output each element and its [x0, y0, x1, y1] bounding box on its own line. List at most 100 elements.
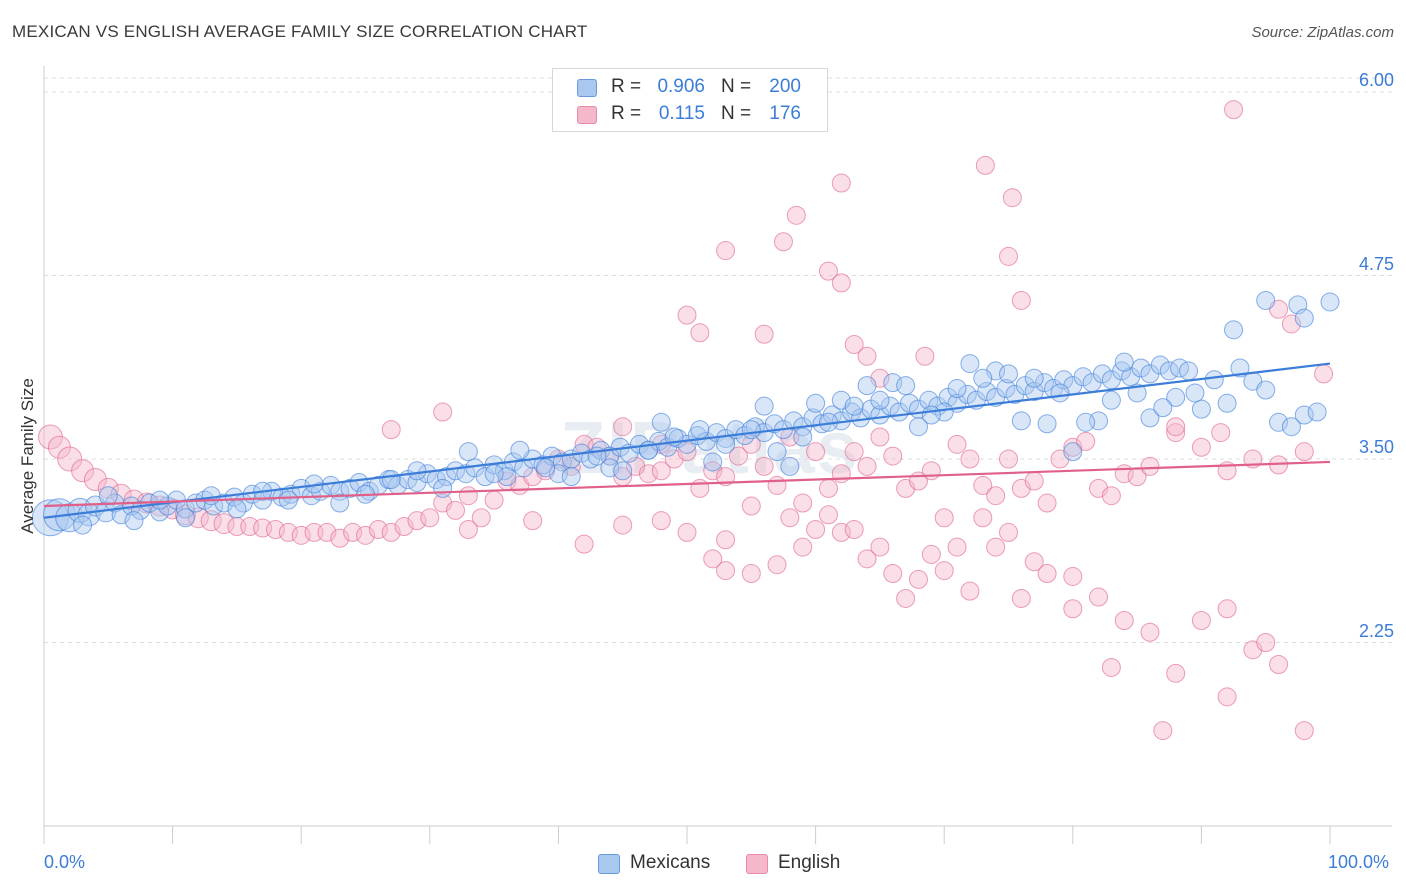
english-point — [857, 456, 877, 476]
mexican-point — [613, 461, 633, 481]
mexican-point — [1217, 393, 1237, 413]
english-point — [356, 525, 375, 545]
english-point — [407, 511, 427, 531]
mexican-point — [561, 467, 581, 487]
mexican-point — [1179, 361, 1199, 381]
mexican-point — [433, 478, 453, 498]
mexican-point — [793, 427, 813, 447]
mexican-point — [1035, 373, 1055, 393]
english-point — [484, 490, 504, 510]
english-point — [458, 519, 478, 539]
english-point — [458, 486, 478, 506]
english-point — [844, 442, 864, 462]
mexican-point — [1224, 320, 1244, 340]
mexican-point — [690, 420, 710, 440]
y-tick-label: 4.75 — [1358, 253, 1394, 274]
legend-row-mexicans: R = 0.906 N = 200 — [553, 74, 827, 100]
english-point — [317, 522, 337, 542]
english-point — [677, 442, 697, 462]
english-point — [741, 496, 761, 516]
english-point — [677, 305, 697, 325]
english-point — [1024, 552, 1044, 572]
english-point — [1089, 587, 1109, 607]
mexican-trend-line — [43, 362, 1331, 519]
mexican-point — [1294, 308, 1314, 328]
mexican-point — [741, 420, 761, 440]
english-point — [420, 508, 440, 528]
mexican-point — [1204, 370, 1224, 390]
mexican-point — [921, 405, 941, 425]
mexican-point — [98, 486, 118, 506]
english-point — [1314, 364, 1334, 384]
legend-row-english: R = 0.115 N = 176 — [553, 101, 827, 127]
chart-title: MEXICAN VS ENGLISH AVERAGE FAMILY SIZE C… — [12, 22, 588, 41]
english-point — [1166, 417, 1186, 437]
english-point — [831, 273, 851, 293]
mexican-point — [1131, 358, 1151, 378]
y-tick-label: 6.00 — [1358, 70, 1394, 91]
mexican-point — [1320, 292, 1340, 312]
mexican-point — [456, 464, 476, 484]
y-tick-label: 2.25 — [1358, 620, 1394, 641]
english-point — [278, 522, 298, 542]
mexican-point — [497, 467, 517, 487]
mexican-point — [844, 396, 864, 416]
mexican-point — [1063, 442, 1083, 462]
legend-n-label: N = — [721, 76, 752, 97]
english-point — [1063, 566, 1083, 586]
english-point — [973, 475, 993, 495]
mexican-point — [600, 458, 620, 478]
english-point — [831, 173, 851, 193]
mexican-point — [780, 456, 800, 476]
english-point — [915, 346, 935, 366]
mexican-point — [703, 452, 723, 472]
mexican-point — [1150, 355, 1170, 375]
mexican-point — [996, 379, 1016, 399]
mexican-point — [1256, 290, 1276, 310]
english-point — [651, 511, 671, 531]
mexican-point — [651, 412, 671, 432]
english-point — [1256, 633, 1276, 653]
mexican-point — [1191, 399, 1211, 419]
english-point — [716, 241, 736, 261]
english-point — [921, 544, 941, 564]
mexican-point — [896, 376, 916, 396]
english-point — [1037, 564, 1057, 584]
trend-lines — [43, 362, 1331, 519]
english-point — [857, 549, 877, 569]
english-point — [773, 232, 793, 252]
english-point — [1024, 471, 1044, 491]
mexican-point — [934, 402, 954, 422]
english-point — [1140, 622, 1160, 642]
english-point — [786, 205, 806, 225]
mexican-point — [803, 408, 823, 428]
english-point — [1063, 599, 1083, 619]
mexican-point — [1092, 364, 1112, 384]
mexican-point — [806, 393, 826, 413]
legend-r-label: R = — [611, 76, 642, 97]
english-point — [1076, 431, 1096, 451]
legend-r-value: 0.115 — [658, 103, 705, 124]
english-point — [1166, 663, 1186, 683]
mexican-point — [1073, 367, 1093, 387]
english-point — [716, 561, 736, 581]
axes — [43, 66, 1392, 844]
english-point — [883, 564, 903, 584]
english-point — [716, 467, 736, 487]
mexican-point — [960, 354, 980, 374]
english-point — [1224, 100, 1244, 120]
mexican-point — [1050, 383, 1070, 403]
mexican-point — [1011, 411, 1031, 431]
english-point — [1191, 610, 1211, 630]
english-point — [703, 549, 723, 569]
y-tick-label: 3.50 — [1358, 437, 1394, 457]
bottom-legend-swatch-english — [746, 854, 768, 874]
english-point — [1011, 290, 1031, 310]
mexican-point — [73, 515, 93, 535]
english-point — [999, 522, 1018, 542]
english-point — [200, 510, 222, 532]
english-point — [291, 525, 311, 545]
english-point — [638, 464, 658, 484]
legend-swatch-english — [577, 106, 597, 124]
